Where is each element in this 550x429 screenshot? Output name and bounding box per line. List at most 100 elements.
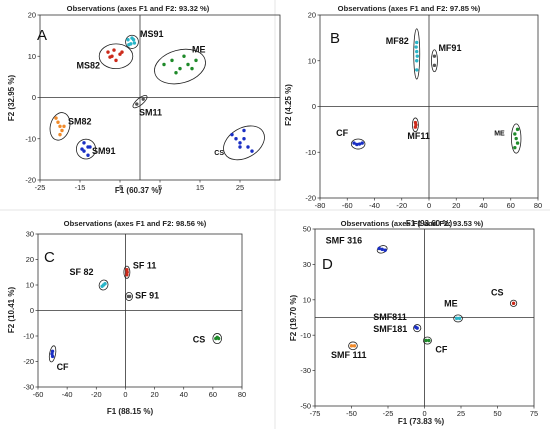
x-axis-label: F1 (73.83 %) — [398, 417, 445, 426]
x-tick-label: 25 — [236, 183, 244, 192]
group-label: MF11 — [407, 131, 430, 141]
y-tick-label: 10 — [26, 281, 34, 290]
group-cs: CS — [491, 287, 518, 307]
group-label: CF — [57, 362, 69, 372]
data-point — [127, 43, 131, 47]
group-sf-82: SF 82 — [70, 267, 109, 291]
x-axis-label: F1 (60.37 %) — [115, 186, 162, 195]
y-tick-label: -50 — [300, 402, 311, 411]
group-cf: CF — [48, 345, 69, 372]
y-tick-label: -20 — [23, 357, 34, 366]
data-point — [132, 41, 137, 45]
group-sf-91: SF 91 — [125, 290, 159, 301]
data-point — [360, 141, 364, 145]
data-point — [414, 325, 418, 329]
data-point — [424, 338, 428, 343]
group-label: CF — [435, 345, 447, 355]
data-point — [112, 48, 116, 52]
group-label: SMF 111 — [331, 350, 367, 360]
x-tick-label: 40 — [180, 390, 188, 399]
y-tick-label: 30 — [26, 230, 34, 239]
group-me: ME — [494, 123, 522, 154]
group-label: SMF811 — [373, 312, 407, 322]
y-tick-label: 0 — [30, 306, 34, 315]
data-point — [377, 246, 381, 251]
group-sm82: SM82 — [49, 112, 92, 141]
x-tick-label: -40 — [369, 201, 380, 210]
data-point — [355, 142, 359, 147]
data-point — [415, 49, 419, 54]
x-tick-label: 50 — [493, 409, 501, 418]
group-cf: CF — [336, 128, 366, 150]
group-label: SM11 — [139, 108, 162, 118]
group-cs: CS — [214, 125, 265, 161]
x-tick-label: -5 — [117, 183, 124, 192]
confidence-ellipse — [348, 341, 358, 351]
y-tick-label: -10 — [300, 331, 311, 340]
group-label: SF 82 — [70, 267, 94, 277]
group-me: ME — [154, 45, 206, 85]
data-point — [50, 349, 55, 353]
group-label: MF82 — [386, 36, 409, 46]
y-tick-label: -10 — [25, 134, 36, 143]
data-point — [415, 59, 419, 63]
data-point — [250, 149, 254, 153]
group-label: ME — [444, 298, 458, 308]
data-point — [514, 136, 518, 141]
data-point — [194, 58, 198, 63]
y-tick-label: 20 — [28, 11, 36, 20]
data-point — [352, 141, 356, 145]
x-tick-label: 15 — [196, 183, 204, 192]
x-tick-label: 5 — [158, 183, 162, 192]
data-point — [238, 141, 242, 145]
data-point — [50, 352, 54, 356]
data-point — [383, 248, 387, 252]
confidence-ellipse — [123, 265, 131, 279]
x-tick-label: -25 — [35, 183, 46, 192]
group-label: CS — [193, 335, 206, 345]
data-point — [515, 141, 520, 145]
group-label: SM82 — [68, 116, 92, 126]
confidence-ellipse — [98, 279, 109, 291]
x-tick-label: -20 — [91, 390, 102, 399]
data-point — [457, 316, 462, 321]
group-smf181: SMF181 — [373, 324, 407, 334]
data-point — [86, 153, 90, 157]
group-label: CF — [336, 128, 348, 138]
data-point — [513, 145, 517, 150]
data-point — [415, 68, 419, 72]
confidence-ellipse — [223, 125, 265, 161]
data-point — [414, 123, 418, 127]
x-tick-label: 25 — [457, 409, 465, 418]
data-point — [432, 54, 437, 58]
data-point — [415, 40, 419, 45]
x-tick-label: -60 — [342, 201, 353, 210]
data-point — [135, 102, 139, 106]
confidence-ellipse — [511, 123, 522, 154]
y-tick-label: -20 — [25, 176, 36, 185]
data-point — [60, 128, 64, 133]
y-tick-label: 0 — [32, 93, 36, 102]
y-tick-label: 20 — [308, 11, 316, 20]
data-point — [238, 145, 242, 149]
confidence-ellipse — [509, 299, 518, 307]
confidence-ellipse — [413, 324, 422, 333]
group-label: ME — [192, 45, 206, 55]
x-tick-label: 80 — [238, 390, 246, 399]
panel-letter: B — [330, 30, 340, 47]
panel-letter: A — [37, 27, 47, 44]
confidence-ellipse — [413, 28, 421, 80]
confidence-ellipse — [48, 345, 57, 363]
confidence-ellipse — [212, 333, 223, 345]
confidence-ellipse — [350, 138, 366, 150]
group-smf-111: SMF 111 — [331, 341, 367, 360]
data-point — [82, 141, 86, 145]
data-point — [130, 36, 134, 40]
group-label: SF 11 — [133, 260, 157, 270]
panel-b: Observations (axes F1 and F2: 97.85 %) -8… — [284, 4, 542, 228]
group-mf82: MF82 — [386, 28, 421, 80]
data-point — [174, 71, 178, 75]
x-tick-label: -60 — [33, 390, 44, 399]
data-point — [103, 282, 107, 286]
